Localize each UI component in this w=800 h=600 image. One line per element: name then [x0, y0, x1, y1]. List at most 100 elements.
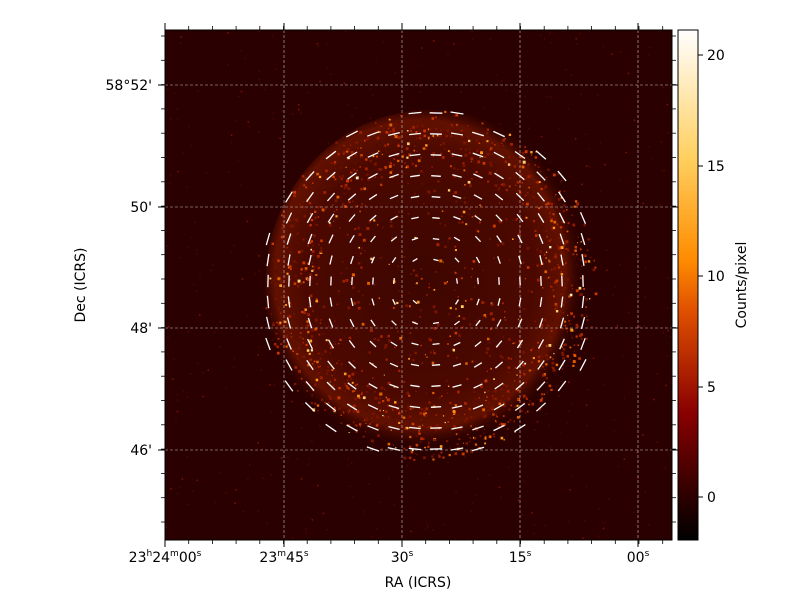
- speckle: [416, 137, 419, 140]
- polarization-vector: [308, 296, 312, 308]
- speckle: [311, 219, 314, 222]
- speckle: [522, 160, 526, 164]
- speckle: [447, 385, 450, 387]
- speckle: [369, 387, 371, 390]
- noise-pixel: [446, 386, 448, 388]
- speckle: [389, 123, 393, 127]
- noise-pixel: [264, 88, 266, 91]
- noise-pixel: [187, 331, 190, 333]
- y-tick-labels: 58°52' 50' 48' 46': [106, 78, 152, 459]
- speckle: [487, 337, 490, 341]
- speckle: [279, 284, 282, 287]
- speckle: [505, 218, 508, 221]
- speckle: [409, 130, 413, 133]
- polarization-vector: [391, 257, 397, 263]
- speckle: [449, 165, 452, 168]
- speckle: [483, 314, 487, 317]
- speckle: [314, 327, 318, 331]
- speckle: [398, 211, 400, 213]
- speckle: [319, 365, 322, 368]
- noise-pixel: [450, 157, 453, 159]
- speckle: [566, 355, 569, 358]
- speckle: [501, 242, 505, 246]
- speckle: [285, 345, 288, 348]
- speckle: [285, 304, 287, 306]
- speckle: [336, 303, 339, 306]
- speckle: [521, 165, 525, 169]
- noise-pixel: [192, 490, 194, 492]
- speckle: [550, 238, 553, 241]
- speckle: [421, 183, 423, 185]
- x-tick-labels: 23h24m00s 23m45s 30s 15s 00s: [129, 549, 650, 566]
- speckle: [490, 303, 493, 306]
- speckle: [302, 341, 304, 344]
- speckle: [318, 175, 322, 179]
- speckle: [564, 320, 566, 323]
- polarization-vector: [367, 404, 379, 410]
- noise-pixel: [311, 519, 313, 521]
- speckle: [433, 289, 436, 291]
- speckle: [314, 402, 317, 405]
- noise-pixel: [643, 325, 645, 327]
- speckle: [567, 278, 569, 281]
- speckle: [352, 404, 356, 408]
- noise-pixel: [470, 510, 472, 512]
- speckle: [499, 187, 501, 189]
- speckle: [558, 395, 560, 397]
- speckle: [300, 268, 303, 271]
- polarization-vector: [579, 358, 587, 372]
- noise-pixel: [648, 53, 650, 56]
- speckle: [572, 329, 575, 332]
- speckle: [491, 142, 494, 144]
- speckle: [387, 442, 391, 446]
- noise-pixel: [506, 434, 508, 436]
- polarization-vector: [455, 278, 459, 284]
- noise-pixel: [544, 524, 546, 527]
- speckle: [503, 140, 505, 142]
- noise-pixel: [373, 234, 376, 236]
- speckle: [486, 396, 488, 398]
- speckle: [508, 371, 510, 374]
- polarization-vector: [325, 423, 337, 433]
- speckle: [378, 401, 381, 404]
- noise-pixel: [177, 117, 179, 120]
- speckle: [353, 390, 356, 392]
- speckle: [427, 445, 430, 448]
- noise-pixel: [662, 169, 664, 172]
- speckle: [397, 216, 399, 218]
- speckle: [515, 184, 517, 186]
- speckle: [318, 333, 321, 336]
- speckle: [426, 356, 428, 358]
- noise-pixel: [520, 404, 523, 406]
- speckle: [429, 426, 432, 429]
- noise-pixel: [464, 456, 466, 458]
- speckle: [392, 129, 395, 133]
- noise-pixel: [371, 157, 374, 159]
- noise-pixel: [261, 448, 263, 450]
- noise-pixel: [260, 369, 263, 371]
- speckle: [489, 238, 491, 240]
- polarization-vector: [410, 384, 420, 388]
- speckle: [419, 309, 422, 312]
- noise-pixel: [428, 272, 431, 275]
- noise-pixel: [324, 223, 327, 225]
- speckle: [531, 402, 535, 406]
- speckle: [499, 220, 503, 224]
- noise-pixel: [196, 290, 198, 292]
- speckle: [539, 398, 543, 402]
- speckle: [575, 289, 579, 293]
- speckle: [406, 156, 409, 159]
- speckle: [577, 236, 579, 238]
- noise-pixel: [501, 146, 503, 148]
- polarization-vector: [287, 254, 291, 266]
- speckle: [408, 357, 410, 360]
- noise-pixel: [187, 246, 189, 248]
- polarization-vector: [432, 321, 440, 325]
- speckle: [334, 199, 338, 202]
- speckle: [408, 305, 411, 308]
- speckle: [461, 326, 464, 329]
- noise-pixel: [311, 440, 313, 442]
- speckle: [407, 130, 409, 132]
- noise-pixel: [584, 519, 586, 522]
- speckle: [279, 321, 282, 324]
